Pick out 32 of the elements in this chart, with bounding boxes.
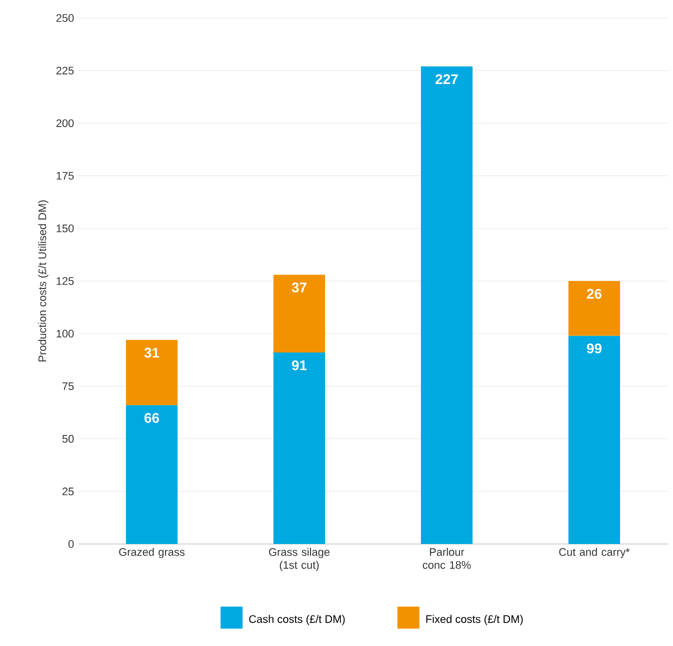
y-tick-label: 250 xyxy=(56,14,74,22)
data-label: 66 xyxy=(144,412,159,423)
data-label: 37 xyxy=(292,282,306,292)
legend-label: Cash costs (£/t DM) xyxy=(249,614,345,626)
y-tick-label: 125 xyxy=(56,277,74,285)
data-label: 31 xyxy=(144,348,160,358)
y-tick-label: 200 xyxy=(56,119,74,128)
x-tick-label: Parlour conc 18% xyxy=(422,548,471,569)
y-axis-title: Production costs (£/t Utilised DM) xyxy=(38,200,48,362)
data-label: 26 xyxy=(586,288,602,299)
bar xyxy=(126,405,178,544)
y-tick-label: 25 xyxy=(62,488,74,496)
x-tick-label: Grass silage (1st cut) xyxy=(269,548,330,572)
y-tick-label: 175 xyxy=(56,172,74,180)
data-label: 227 xyxy=(436,74,458,84)
bar xyxy=(568,281,620,336)
y-tick-label: 150 xyxy=(56,224,74,232)
y-tick-label: 0 xyxy=(68,540,74,548)
bar xyxy=(273,352,326,544)
bar xyxy=(273,274,326,353)
data-label: 91 xyxy=(292,360,307,370)
y-tick-label: 50 xyxy=(62,434,74,443)
data-label: 99 xyxy=(586,344,602,354)
x-tick-label: Cut and carry* xyxy=(559,548,630,558)
y-tick-label: 225 xyxy=(56,66,74,74)
legend-label: Fixed costs (£/t DM) xyxy=(426,614,523,626)
y-tick-label: 75 xyxy=(62,382,74,390)
bar xyxy=(420,66,473,544)
bar xyxy=(568,336,620,544)
x-tick-label: Grazed grass xyxy=(119,548,185,558)
bar xyxy=(126,340,178,406)
y-tick-label: 100 xyxy=(56,330,74,338)
